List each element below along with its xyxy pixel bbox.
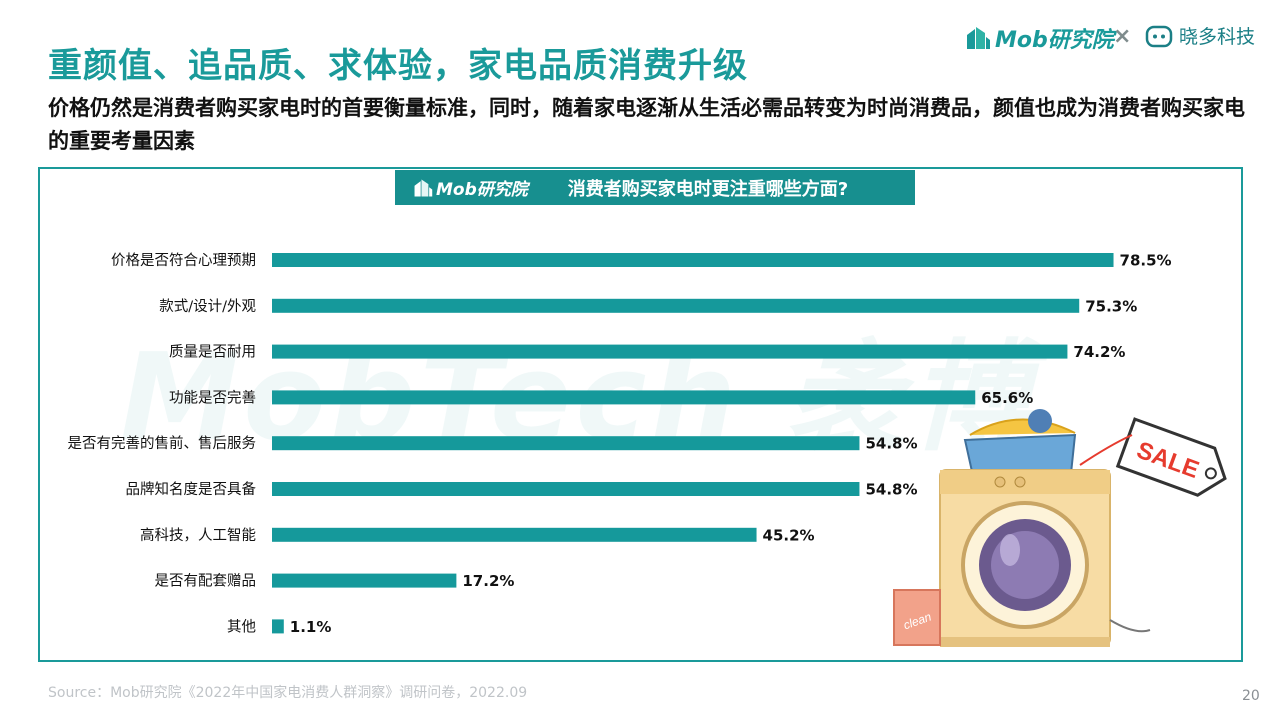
bar — [272, 482, 860, 496]
page-subtitle: 价格仍然是消费者购买家电时的首要衡量标准，同时，随着家电逐渐从生活必需品转变为时… — [48, 96, 1245, 153]
category-label: 功能是否完善 — [169, 389, 256, 406]
washing-machine-illustration: clean SALE — [893, 409, 1227, 647]
category-label: 高科技，人工智能 — [140, 527, 256, 544]
brand-separator: × — [1113, 24, 1132, 49]
source-note: Source：Mob研究院《2022年中国家电消费人群洞察》调研问卷，2022.… — [48, 685, 528, 701]
value-label: 65.6% — [981, 389, 1033, 407]
category-label: 是否有配套赠品 — [155, 573, 257, 590]
clean-box: clean — [893, 589, 941, 646]
value-label: 78.5% — [1120, 252, 1172, 270]
page-title: 重颜值、追品质、求体验，家电品质消费升级 — [48, 46, 748, 86]
page-number: 20 — [1242, 688, 1260, 704]
bar — [272, 390, 976, 405]
value-label: 45.2% — [763, 526, 815, 544]
value-label: 54.8% — [865, 435, 917, 453]
value-label: 1.1% — [290, 618, 332, 636]
bar — [272, 619, 284, 634]
value-label: 75.3% — [1085, 297, 1137, 315]
mob-brand-logo: Mob研究院 — [965, 22, 1114, 54]
partner-brand-label: 晓多科技 — [1179, 26, 1256, 48]
chart-panel — [38, 167, 1243, 662]
category-label: 价格是否符合心理预期 — [111, 252, 256, 269]
category-label: 质量是否耐用 — [169, 344, 256, 361]
sale-tag: SALE — [1115, 417, 1227, 497]
chart-title: 消费者购买家电时更注重哪些方面? — [567, 178, 849, 200]
mob-logo-icon — [414, 179, 433, 196]
chart-header-logo-label: Mob研究院 — [436, 180, 528, 200]
chart-header: Mob研究院 消费者购买家电时更注重哪些方面? — [395, 170, 915, 205]
bar — [272, 344, 1068, 359]
value-label: 54.8% — [865, 481, 917, 499]
category-label: 品牌知名度是否具备 — [126, 481, 257, 498]
bar — [272, 253, 1114, 267]
category-label: 款式/设计/外观 — [159, 298, 256, 315]
value-label: 17.2% — [462, 572, 514, 590]
robot-face-icon — [1145, 25, 1173, 47]
mob-brand-label: Mob研究院 — [995, 28, 1114, 53]
chart-header-logo: Mob研究院 — [413, 175, 528, 200]
bar — [272, 298, 1080, 313]
value-label: 74.2% — [1073, 343, 1125, 361]
bar — [272, 527, 757, 542]
category-label: 是否有完善的售前、售后服务 — [68, 435, 257, 452]
mob-logo-icon — [967, 27, 990, 49]
bar — [272, 436, 860, 451]
bar — [272, 573, 457, 588]
category-label: 其他 — [227, 618, 256, 635]
xiaoduo-brand-logo: 晓多科技 — [1145, 22, 1255, 49]
